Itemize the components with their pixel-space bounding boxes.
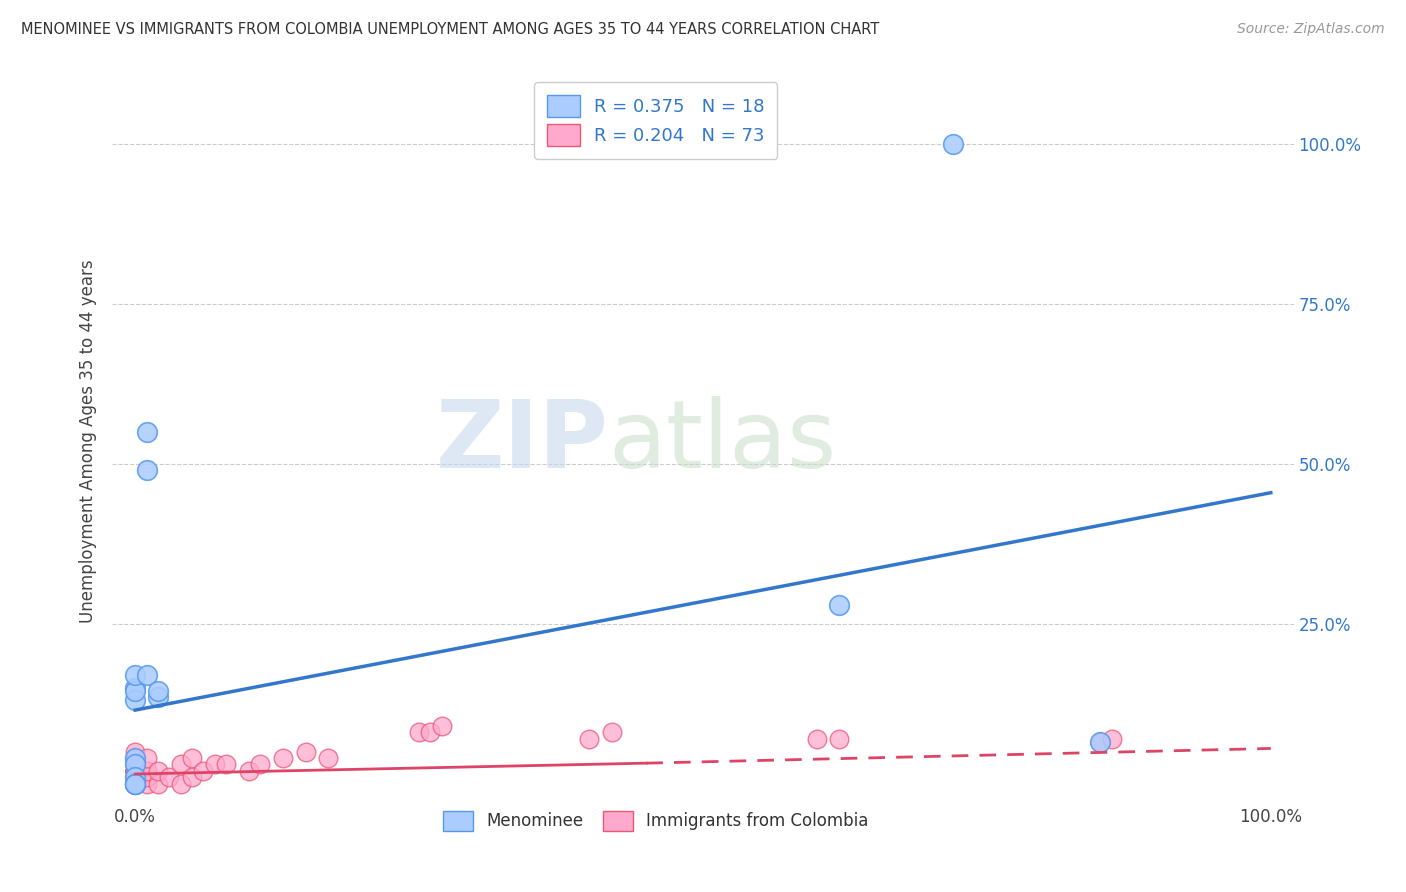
Point xyxy=(124,751,146,765)
Point xyxy=(124,764,146,778)
Point xyxy=(806,731,828,746)
Y-axis label: Unemployment Among Ages 35 to 44 years: Unemployment Among Ages 35 to 44 years xyxy=(79,260,97,624)
Point xyxy=(124,776,146,790)
Point xyxy=(1090,735,1112,749)
Point xyxy=(828,598,851,612)
Point xyxy=(124,776,146,790)
Point xyxy=(124,776,146,790)
Point xyxy=(124,764,146,778)
Point xyxy=(124,776,146,790)
Point xyxy=(249,757,271,772)
Point xyxy=(124,770,146,784)
Point xyxy=(124,757,146,772)
Point xyxy=(124,764,146,778)
Point xyxy=(124,776,146,790)
Point xyxy=(408,725,430,739)
Point xyxy=(124,684,146,698)
Point xyxy=(124,776,146,790)
Point xyxy=(124,770,146,784)
Point xyxy=(146,764,169,778)
Point xyxy=(124,776,146,790)
Point xyxy=(181,770,204,784)
Point xyxy=(124,776,146,790)
Point xyxy=(124,776,146,790)
Point xyxy=(419,725,441,739)
Point xyxy=(124,776,146,790)
Legend: Menominee, Immigrants from Colombia: Menominee, Immigrants from Colombia xyxy=(436,805,876,838)
Point xyxy=(124,751,146,765)
Point xyxy=(124,757,146,772)
Point xyxy=(146,684,169,698)
Point xyxy=(157,770,180,784)
Point xyxy=(942,137,965,152)
Point xyxy=(135,770,157,784)
Point xyxy=(135,776,157,790)
Text: ZIP: ZIP xyxy=(436,395,609,488)
Point xyxy=(124,776,146,790)
Point xyxy=(181,751,204,765)
Point xyxy=(1101,731,1123,746)
Point xyxy=(204,757,226,772)
Point xyxy=(600,725,623,739)
Point xyxy=(294,745,316,759)
Point xyxy=(124,693,146,707)
Point xyxy=(124,681,146,695)
Point xyxy=(430,719,453,733)
Point xyxy=(124,776,146,790)
Point xyxy=(828,731,851,746)
Point xyxy=(238,764,260,778)
Point xyxy=(124,770,146,784)
Point xyxy=(124,745,146,759)
Point xyxy=(169,776,191,790)
Point xyxy=(124,776,146,790)
Point xyxy=(124,776,146,790)
Point xyxy=(215,757,238,772)
Point xyxy=(124,770,146,784)
Point xyxy=(124,776,146,790)
Text: MENOMINEE VS IMMIGRANTS FROM COLOMBIA UNEMPLOYMENT AMONG AGES 35 TO 44 YEARS COR: MENOMINEE VS IMMIGRANTS FROM COLOMBIA UN… xyxy=(21,22,879,37)
Point xyxy=(124,751,146,765)
Point xyxy=(124,776,146,790)
Point xyxy=(124,764,146,778)
Point xyxy=(124,776,146,790)
Point xyxy=(124,776,146,790)
Text: Source: ZipAtlas.com: Source: ZipAtlas.com xyxy=(1237,22,1385,37)
Point xyxy=(124,776,146,790)
Point xyxy=(124,776,146,790)
Point xyxy=(124,776,146,790)
Point xyxy=(124,776,146,790)
Point xyxy=(135,425,157,439)
Point xyxy=(316,751,339,765)
Point xyxy=(124,757,146,772)
Point xyxy=(271,751,294,765)
Point xyxy=(135,668,157,682)
Point xyxy=(124,764,146,778)
Point xyxy=(124,757,146,772)
Point xyxy=(124,776,146,790)
Point xyxy=(124,776,146,790)
Point xyxy=(124,764,146,778)
Point xyxy=(578,731,600,746)
Point xyxy=(193,764,215,778)
Point xyxy=(124,757,146,772)
Point xyxy=(146,776,169,790)
Point xyxy=(124,776,146,790)
Point xyxy=(124,757,146,772)
Text: atlas: atlas xyxy=(609,395,837,488)
Point xyxy=(124,776,146,790)
Point xyxy=(124,668,146,682)
Point xyxy=(124,776,146,790)
Point xyxy=(135,764,157,778)
Point xyxy=(146,690,169,705)
Point xyxy=(124,776,146,790)
Point xyxy=(124,770,146,784)
Point xyxy=(124,776,146,790)
Point xyxy=(169,757,191,772)
Point xyxy=(135,463,157,477)
Point xyxy=(135,751,157,765)
Point xyxy=(124,776,146,790)
Point xyxy=(1090,735,1112,749)
